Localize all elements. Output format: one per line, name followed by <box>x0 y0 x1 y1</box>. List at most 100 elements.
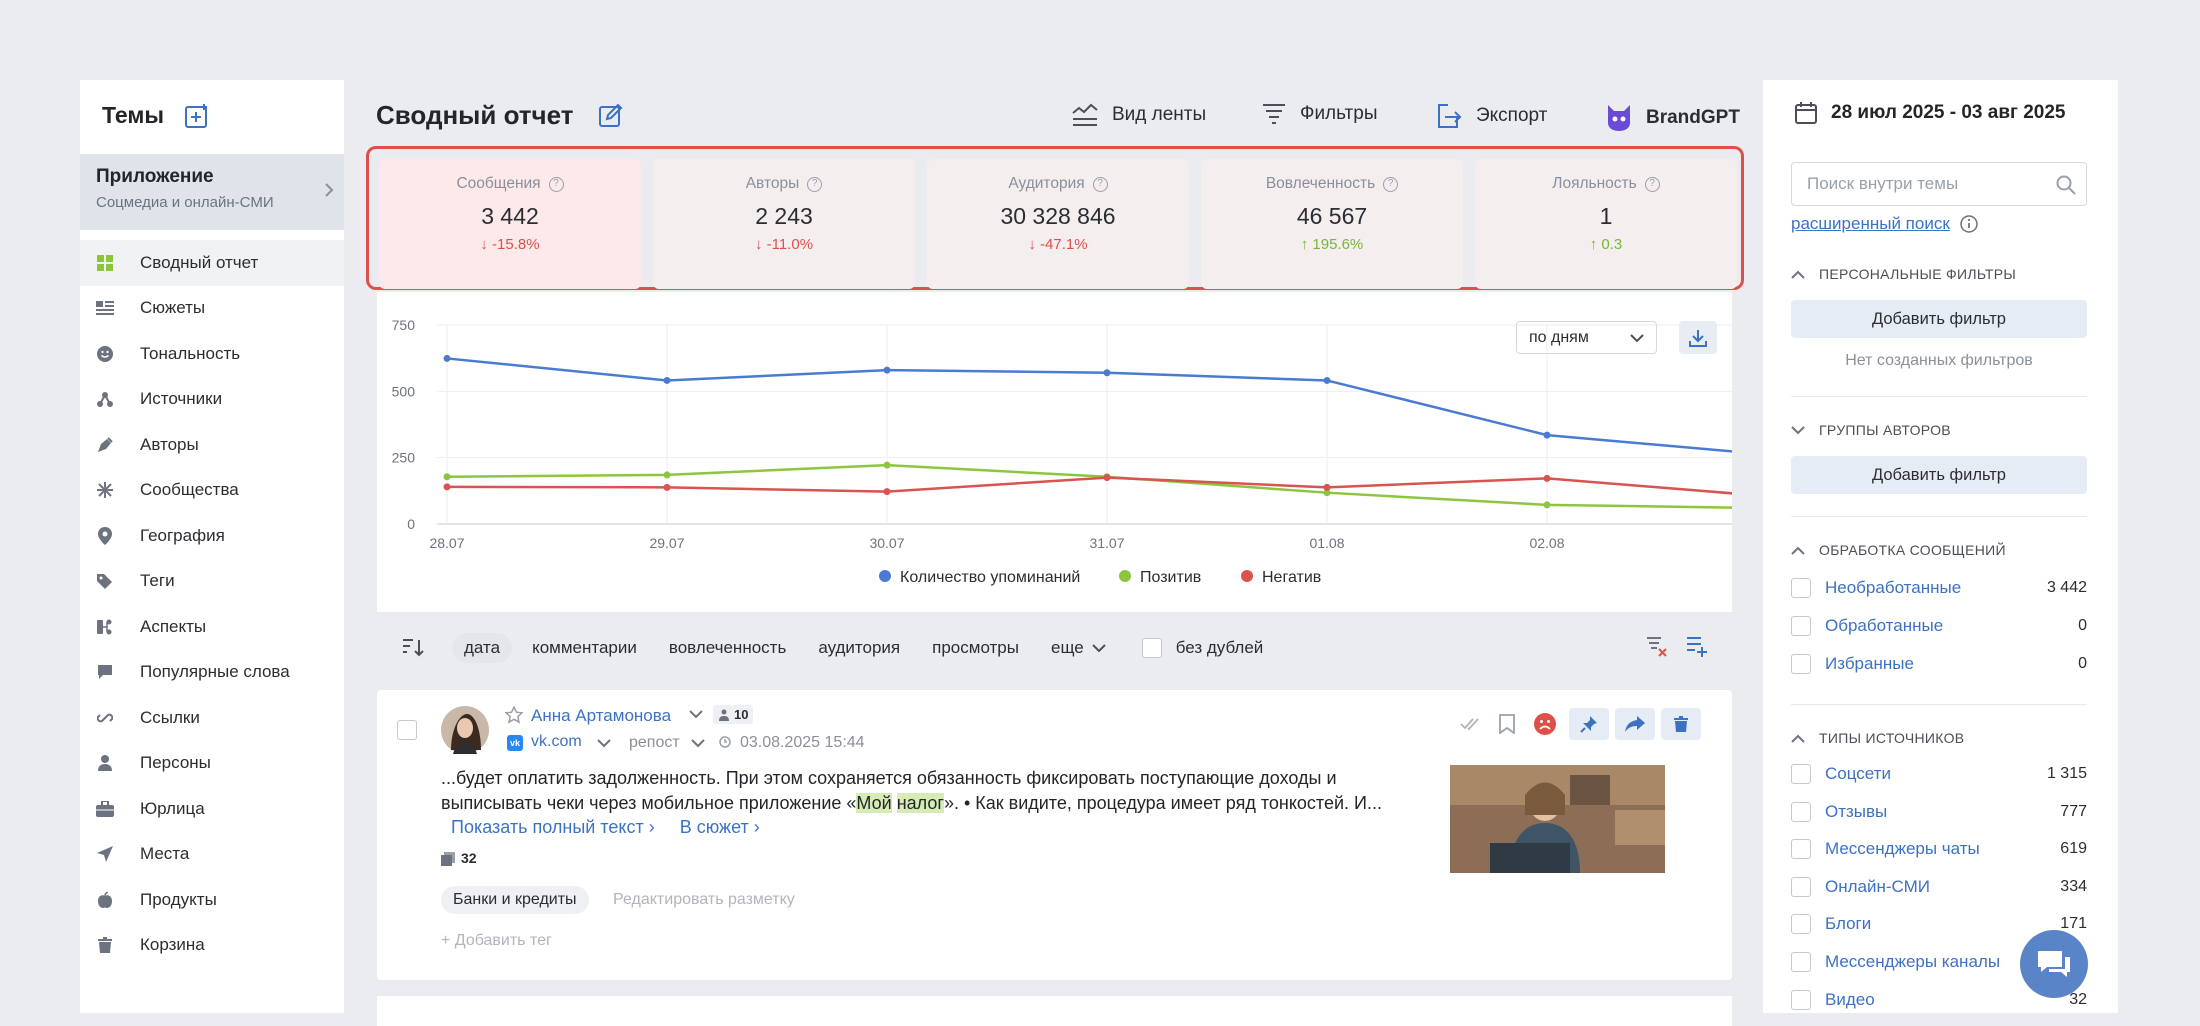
add-to-list-icon[interactable] <box>1686 636 1708 658</box>
filter-processed[interactable]: Обработанные 0 <box>1791 614 2087 638</box>
stat-card-loyalty[interactable]: Лояльность? 1 ↑ 0.3 <box>1475 159 1737 289</box>
stat-card-engagement[interactable]: Вовлеченность? 46 567 ↑ 195.6% <box>1201 159 1463 289</box>
filter-online-media[interactable]: Онлайн-СМИ 334 <box>1791 875 2087 899</box>
processing-header[interactable]: ОБРАБОТКА СООБЩЕНИЙ <box>1791 542 2006 558</box>
add-personal-filter-button[interactable]: Добавить фильтр <box>1791 300 2087 338</box>
nav-item-legal-entities[interactable]: Юрлица <box>80 786 344 832</box>
chevron-down-icon[interactable] <box>689 710 703 719</box>
personal-filters-header[interactable]: ПЕРСОНАЛЬНЫЕ ФИЛЬТРЫ <box>1791 266 2016 282</box>
sort-by-engagement[interactable]: вовлеченность <box>668 638 787 657</box>
nav-item-trash[interactable]: Корзина <box>80 923 344 969</box>
avatar[interactable] <box>441 706 489 754</box>
checkbox[interactable] <box>1791 990 1811 1010</box>
add-author-group-button[interactable]: Добавить фильтр <box>1791 456 2087 494</box>
checkbox[interactable] <box>1791 802 1811 822</box>
filter-messenger-channels[interactable]: Мессенджеры каналы <box>1791 950 2087 974</box>
source-link[interactable]: vk.com <box>531 733 582 750</box>
chevron-down-icon[interactable] <box>597 739 611 748</box>
checkbox[interactable] <box>1791 764 1811 784</box>
post-text-part: ». • Как видите, процедура имеет ряд тон… <box>943 792 1382 813</box>
sort-by-audience[interactable]: аудитория <box>818 638 901 657</box>
nav-item-summary[interactable]: Сводный отчет <box>80 240 344 286</box>
download-chart-button[interactable] <box>1679 321 1717 354</box>
stat-card-messages[interactable]: Сообщения? 3 442 ↓ -15.8% <box>379 159 641 289</box>
tag-chip[interactable]: Банки и кредиты <box>441 886 589 914</box>
nav-item-products[interactable]: Продукты <box>80 877 344 923</box>
add-tag-button[interactable]: + Добавить тег <box>441 932 552 949</box>
nav-item-popular-words[interactable]: Популярные слова <box>80 650 344 696</box>
filter-messenger-chats[interactable]: Мессенджеры чаты 619 <box>1791 837 2087 861</box>
author-groups-header[interactable]: ГРУППЫ АВТОРОВ <box>1791 422 1951 438</box>
edit-title-icon[interactable] <box>598 102 624 128</box>
nav-item-persons[interactable]: Персоны <box>80 741 344 787</box>
pin-post-button[interactable] <box>1569 708 1609 740</box>
date-range-picker[interactable]: 28 июл 2025 - 03 авг 2025 <box>1795 102 2065 124</box>
post-image[interactable] <box>1450 765 1665 873</box>
filter-reviews[interactable]: Отзывы 777 <box>1791 800 2087 824</box>
share-button[interactable] <box>1615 708 1655 740</box>
checkbox[interactable] <box>1791 914 1811 934</box>
filter-social[interactable]: Соцсети 1 315 <box>1791 762 2087 786</box>
nav-item-sources[interactable]: Источники <box>80 377 344 423</box>
checkbox[interactable] <box>1791 616 1811 636</box>
post-type[interactable]: репост <box>629 734 680 751</box>
post-checkbox[interactable] <box>397 720 417 740</box>
sort-by-views[interactable]: просмотры <box>932 638 1019 657</box>
sort-order-icon[interactable] <box>402 638 424 658</box>
checkbox[interactable] <box>1791 839 1811 859</box>
nav-item-stories[interactable]: Сюжеты <box>80 286 344 332</box>
no-dupes-checkbox[interactable] <box>1141 638 1162 658</box>
nav-item-authors[interactable]: Авторы <box>80 422 344 468</box>
filter-unprocessed[interactable]: Необработанные 3 442 <box>1791 576 2087 600</box>
support-chat-button[interactable] <box>2020 930 2088 998</box>
delete-post-button[interactable] <box>1661 708 1701 740</box>
info-icon[interactable] <box>1960 215 1978 233</box>
feed-view-button[interactable]: Вид ленты <box>1072 103 1206 127</box>
help-icon[interactable]: ? <box>807 176 823 192</box>
filter-video[interactable]: Видео 32 <box>1791 988 2087 1012</box>
to-story-link[interactable]: В сюжет › <box>679 817 760 837</box>
brandgpt-button[interactable]: BrandGPT <box>1606 103 1740 133</box>
clear-filters-icon[interactable] <box>1646 636 1668 658</box>
granularity-select[interactable]: по дням <box>1516 321 1657 354</box>
edit-markup-link[interactable]: Редактировать разметку <box>613 891 795 908</box>
nav-item-links[interactable]: Ссылки <box>80 695 344 741</box>
help-icon[interactable]: ? <box>1092 176 1108 192</box>
stat-card-authors[interactable]: Авторы? 2 243 ↓ -11.0% <box>653 159 915 289</box>
author-name[interactable]: Анна Артамонова <box>531 706 672 725</box>
checkbox[interactable] <box>1791 877 1811 897</box>
source-types-header[interactable]: ТИПЫ ИСТОЧНИКОВ <box>1791 730 1964 746</box>
add-topic-icon[interactable] <box>184 103 210 129</box>
nav-item-aspects[interactable]: Аспекты <box>80 604 344 650</box>
briefcase-icon <box>96 800 114 818</box>
stat-card-audience[interactable]: Аудитория? 30 328 846 ↓ -47.1% <box>927 159 1189 289</box>
current-theme[interactable]: Приложение Соцмедиа и онлайн-СМИ <box>80 154 344 230</box>
filter-blogs[interactable]: Блоги 171 <box>1791 912 2087 936</box>
star-icon[interactable] <box>505 706 523 724</box>
help-icon[interactable]: ? <box>548 176 564 192</box>
nav-item-tonality[interactable]: Тональность <box>80 331 344 377</box>
filters-button[interactable]: Фильтры <box>1262 103 1377 125</box>
filter-favorites[interactable]: Избранные 0 <box>1791 652 2087 676</box>
advanced-search-link[interactable]: расширенный поиск <box>1791 214 1978 234</box>
chevron-down-icon[interactable] <box>691 739 705 748</box>
nav-item-communities[interactable]: Сообщества <box>80 468 344 514</box>
help-icon[interactable]: ? <box>1644 176 1660 192</box>
checkbox[interactable] <box>1791 952 1811 972</box>
nav-item-geography[interactable]: География <box>80 513 344 559</box>
help-icon[interactable]: ? <box>1383 176 1399 192</box>
sort-by-date[interactable]: дата <box>452 633 513 663</box>
nav-item-places[interactable]: Места <box>80 832 344 878</box>
y-tick-label: 750 <box>392 317 416 333</box>
sentiment-button[interactable] <box>1525 708 1565 740</box>
bookmark-button[interactable] <box>1487 708 1527 740</box>
export-button[interactable]: Экспорт <box>1436 103 1547 129</box>
topic-search-input[interactable]: Поиск внутри темы <box>1791 162 2087 206</box>
nav-item-tags[interactable]: Теги <box>80 559 344 605</box>
checkbox[interactable] <box>1791 654 1811 674</box>
checkbox[interactable] <box>1791 578 1811 598</box>
show-full-text-link[interactable]: Показать полный текст › <box>451 817 655 837</box>
sort-more[interactable]: еще <box>1050 638 1084 657</box>
sort-by-comments[interactable]: комментарии <box>532 638 637 657</box>
mark-processed-button[interactable] <box>1450 708 1490 740</box>
